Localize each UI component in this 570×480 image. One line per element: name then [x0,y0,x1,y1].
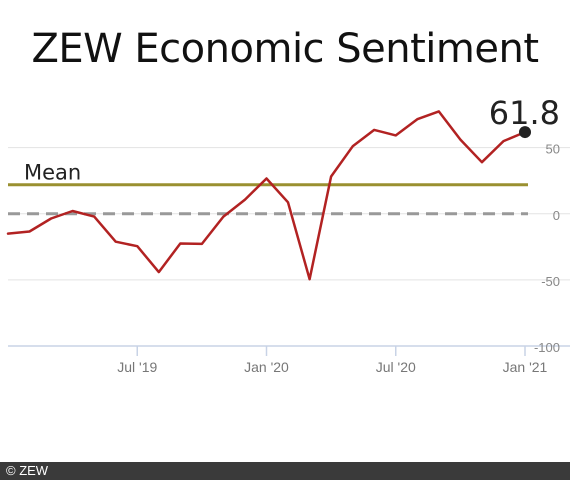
mean-label: Mean [24,161,81,185]
y-tick-label: 50 [546,142,560,157]
line-chart: Mean Jul '19 Jan '20 Jul '20 Jan '21 50 0 -50… [6,94,570,375]
x-tick-label: Jul '19 [117,359,157,375]
last-point-marker [519,126,531,139]
y-tick-label: -100 [534,340,560,355]
x-tick-label: Jul '20 [376,359,416,375]
copyright-text: © ZEW [6,463,49,478]
footer: © ZEW [0,462,570,480]
series-line [6,110,527,281]
last-value-label: 61.8 [489,94,560,132]
x-tick-label: Jan '21 [503,359,548,375]
chart-title: ZEW Economic Sentiment [31,26,539,72]
y-tick-label: 0 [553,208,560,223]
y-tick-label: -50 [541,274,560,289]
x-tick-label: Jan '20 [244,359,289,375]
